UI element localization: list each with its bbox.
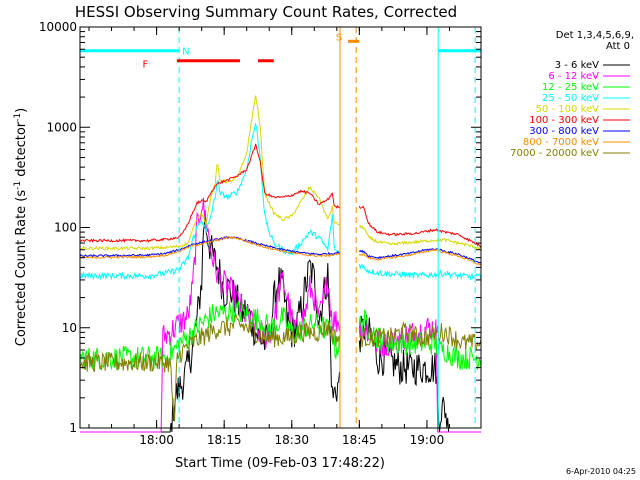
y-tick-label-1000: 1000 — [46, 120, 77, 134]
legend-label-1: 3 - 6 keV — [555, 60, 599, 71]
series-line-5-part-1 — [80, 95, 340, 252]
legend-header-2: Att 0 — [606, 41, 630, 52]
series-line-6-part-1 — [80, 143, 340, 244]
legend-label-3: 12 - 25 keV — [542, 82, 599, 93]
axes: 18:00 18:15 18:30 18:45 19:00 1 10 100 1000 10000 — [39, 20, 481, 447]
footer-date: 6-Apr-2010 04:25 — [566, 467, 636, 476]
x-axis-label: Start Time (09-Feb-03 17:48:22) — [175, 456, 385, 471]
legend-label-4: 25 - 50 keV — [542, 93, 599, 104]
annotation-s: S — [336, 33, 342, 44]
series-line-9-part-2 — [358, 321, 481, 352]
y-axis-label-mid: detector — [14, 121, 29, 181]
annotation-f: F — [142, 60, 148, 71]
chart-title: HESSI Observing Summary Count Rates, Cor… — [75, 3, 457, 21]
series-line-2-part-2 — [358, 317, 481, 433]
legend-label-8: 800 - 7000 keV — [523, 137, 599, 148]
x-tick-label-18:15: 18:15 — [207, 433, 242, 447]
y-axis-label-sup1: -1 — [13, 181, 23, 190]
legend-label-5: 50 - 100 keV — [536, 104, 600, 115]
series-line-2-part-1 — [80, 197, 340, 433]
annotation-n: N — [182, 47, 189, 58]
legend-label-6: 100 - 300 keV — [529, 115, 599, 126]
y-axis-label: Corrected Count Rate (s-1 detector-1) — [13, 108, 29, 346]
y-axis-label-end: ) — [14, 108, 29, 113]
y-tick-label-10: 10 — [62, 321, 77, 335]
legend-label-7: 300 - 800 keV — [529, 126, 599, 137]
x-tick-label-18:00: 18:00 — [139, 433, 174, 447]
series-line-8-part-2 — [358, 248, 481, 267]
y-axis-label-sup2: -1 — [13, 113, 23, 122]
series-line-3-part-1 — [80, 299, 340, 371]
series-line-5-part-2 — [358, 224, 481, 251]
series-line-4-part-2 — [358, 263, 481, 281]
y-tick-label-100: 100 — [54, 221, 77, 235]
y-axis-label-main: Corrected Count Rate (s — [14, 190, 29, 347]
y-tick-label-1: 1 — [69, 421, 77, 435]
x-tick-label-18:30: 18:30 — [274, 433, 309, 447]
legend-label-9: 7000 - 20000 keV — [510, 148, 599, 159]
y-tick-label-10000: 10000 — [39, 20, 77, 34]
series-line-8-part-1 — [80, 235, 340, 260]
series-line-9-part-1 — [80, 312, 340, 422]
legend-label-2: 6 - 12 keV — [548, 71, 599, 82]
series-line-3-part-2 — [358, 308, 481, 370]
series-line-4-part-1 — [80, 122, 340, 281]
series-line-6-part-2 — [358, 205, 481, 248]
series-line-7-part-2 — [358, 248, 481, 264]
x-tick-label-18:45: 18:45 — [342, 433, 377, 447]
x-tick-label-19:00: 19:00 — [410, 433, 445, 447]
legend-header-1: Det 1,3,4,5,6,9, — [556, 30, 634, 41]
